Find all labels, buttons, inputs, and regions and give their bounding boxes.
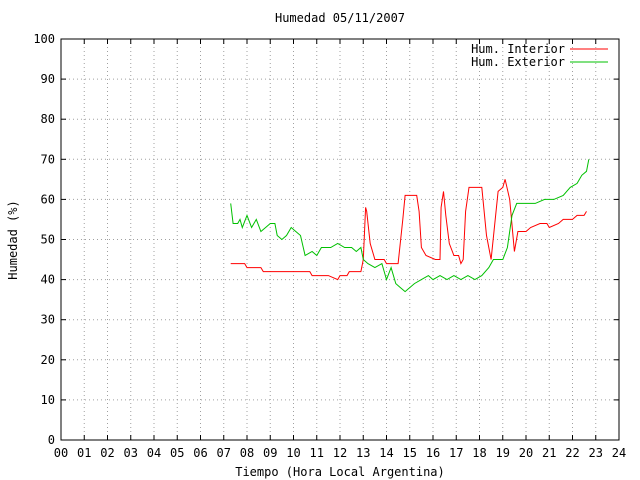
legend: Hum. Interior Hum. Exterior <box>471 42 608 69</box>
plot-frame <box>60 38 620 441</box>
y-tick-label: 90 <box>41 72 55 86</box>
x-tick-label: 12 <box>333 446 347 460</box>
x-tick-label: 18 <box>472 446 486 460</box>
x-tick-label: 15 <box>403 446 417 460</box>
x-tick-label: 11 <box>310 446 324 460</box>
x-tick-label: 02 <box>100 446 114 460</box>
x-tick-label: 17 <box>449 446 463 460</box>
legend-label-exterior: Hum. Exterior <box>471 55 565 69</box>
series-lines <box>230 159 590 293</box>
x-tick-label: 13 <box>356 446 370 460</box>
x-tick-label: 07 <box>217 446 231 460</box>
y-tick-label: 30 <box>41 313 55 327</box>
x-tick-label: 20 <box>519 446 533 460</box>
y-tick-label: 70 <box>41 152 55 166</box>
legend-label-interior: Hum. Interior <box>471 42 565 56</box>
x-tick-label: 05 <box>170 446 184 460</box>
x-tick-label: 09 <box>263 446 277 460</box>
y-tick-label: 50 <box>41 233 55 247</box>
x-tick-label: 19 <box>496 446 510 460</box>
x-tick-label: 22 <box>565 446 579 460</box>
x-tick-label: 14 <box>379 446 393 460</box>
x-tick-label: 06 <box>193 446 207 460</box>
x-tick-label: 08 <box>240 446 254 460</box>
y-tick-label: 100 <box>33 32 55 46</box>
y-tick-label: 20 <box>41 353 55 367</box>
grid <box>61 39 619 440</box>
x-tick-label: 21 <box>542 446 556 460</box>
y-tick-label: 60 <box>41 192 55 206</box>
x-tick-label: 04 <box>147 446 161 460</box>
y-axis-label: Humedad (%) <box>6 200 20 279</box>
x-axis-label: Tiempo (Hora Local Argentina) <box>235 465 445 479</box>
x-tick-label: 00 <box>54 446 68 460</box>
x-tick-label: 23 <box>589 446 603 460</box>
x-tick-label: 01 <box>77 446 91 460</box>
x-tick-label: 10 <box>286 446 300 460</box>
x-tick-label: 03 <box>124 446 138 460</box>
x-tick-label: 16 <box>426 446 440 460</box>
y-tick-label: 40 <box>41 273 55 287</box>
axis-ticks: 00 01 02 03 04 05 06 07 08 09 10 11 12 13 14 15 16 17 18 19… <box>33 32 626 460</box>
series-line-interior <box>230 179 587 281</box>
y-tick-label: 0 <box>48 433 55 447</box>
y-tick-label: 80 <box>41 112 55 126</box>
chart-title: Humedad 05/11/2007 <box>275 11 405 25</box>
series-line-exterior <box>230 159 590 293</box>
x-tick-label: 24 <box>612 446 626 460</box>
y-tick-label: 10 <box>41 393 55 407</box>
